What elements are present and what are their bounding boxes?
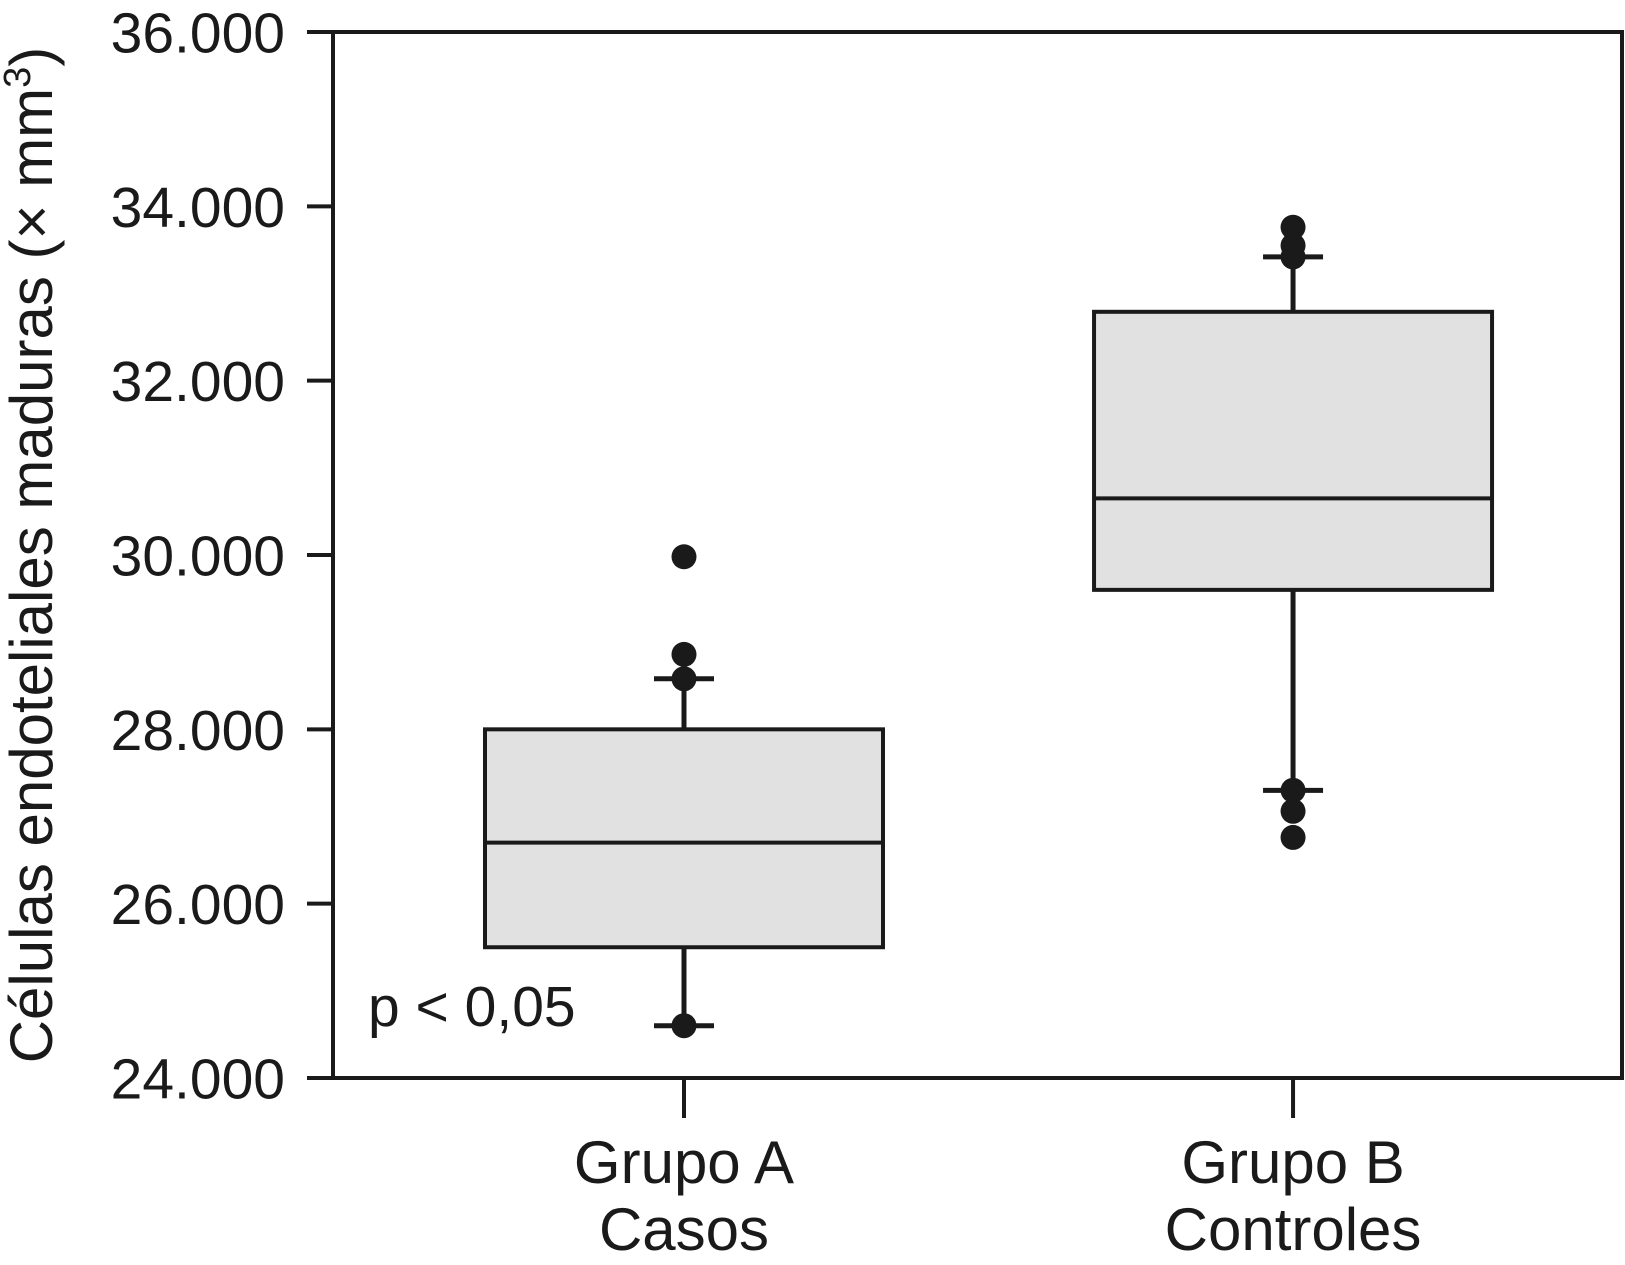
box-grupo-a (482, 727, 885, 950)
outlier-dot-grupo-a (671, 641, 697, 667)
y-tick-label: 28.000 (111, 699, 285, 763)
x-label-line1-grupo-b: Grupo B (1181, 1129, 1404, 1196)
outlier-dot-grupo-b (1280, 798, 1306, 824)
outlier-dot-grupo-b (1280, 824, 1306, 850)
outlier-dot-grupo-b (1280, 244, 1306, 270)
p-value-annotation: p < 0,05 (368, 975, 576, 1039)
y-axis-title: Células endoteliales maduras (× mm3) (0, 47, 65, 1064)
y-tick-label: 30.000 (111, 525, 285, 589)
y-tick-label: 26.000 (111, 873, 285, 937)
outlier-dot-grupo-a (671, 666, 697, 692)
outlier-dot-grupo-b (1280, 214, 1306, 240)
x-label-line2-grupo-b: Controles (1165, 1196, 1422, 1263)
y-tick-label: 32.000 (111, 350, 285, 414)
outlier-dot-grupo-a (671, 544, 697, 570)
x-label-line2-grupo-a: Casos (599, 1196, 769, 1263)
y-tick-label: 34.000 (111, 176, 285, 240)
y-tick-label: 36.000 (111, 2, 285, 66)
outlier-dot-grupo-a (671, 1013, 697, 1039)
box-grupo-b (1092, 309, 1495, 592)
outlier-dot-grupo-b (1280, 777, 1306, 803)
y-tick-label: 24.000 (111, 1048, 285, 1112)
x-label-line1-grupo-a: Grupo A (574, 1129, 794, 1196)
